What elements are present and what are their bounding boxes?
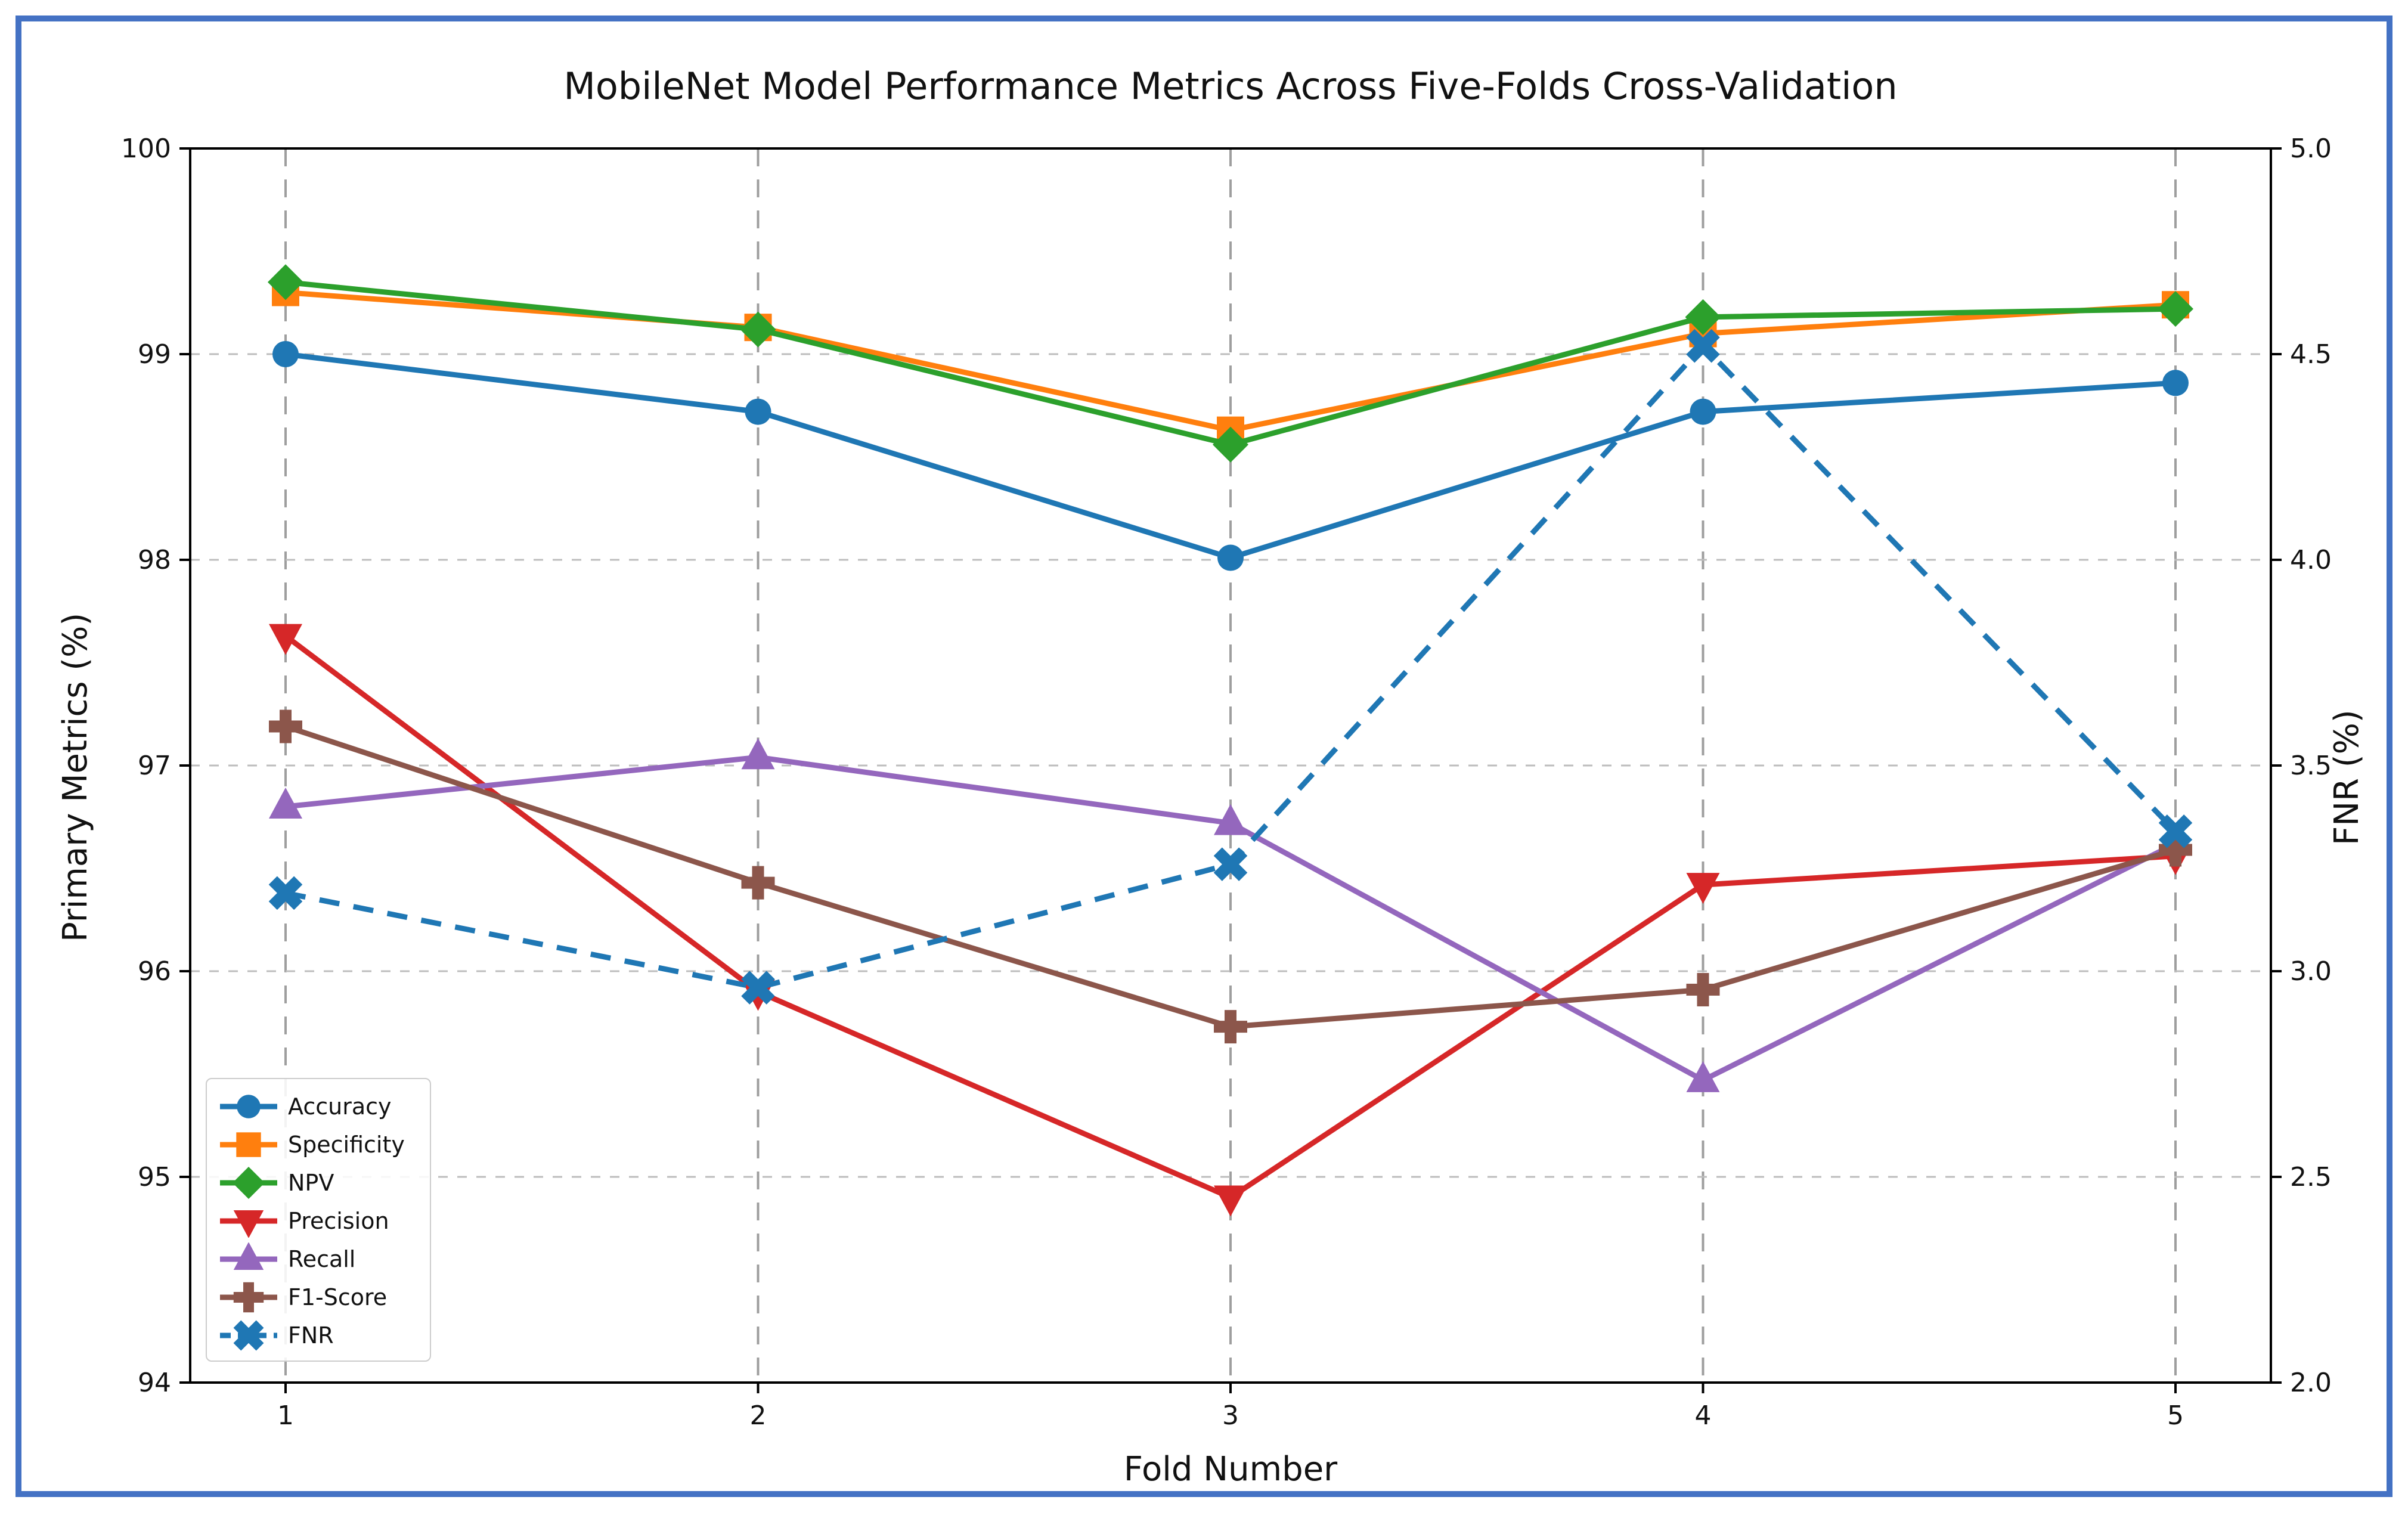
- legend-label: Accuracy: [288, 1093, 392, 1120]
- marker-triangle-down: [1686, 873, 1720, 904]
- marker-square: [236, 1132, 261, 1157]
- marker-diamond: [2158, 291, 2193, 327]
- legend: Accuracy Specificity NPV Precision Recall F1-…: [206, 1078, 431, 1362]
- marker-circle: [745, 398, 771, 425]
- ytick-label-right: 4.5: [2290, 339, 2332, 370]
- ytick-label-left: 97: [138, 751, 171, 781]
- ytick-label-left: 98: [138, 545, 171, 575]
- marker-circle: [272, 341, 299, 367]
- xtick-label: 4: [1695, 1400, 1712, 1431]
- legend-item-recall: Recall: [207, 1240, 430, 1278]
- marker-diamond: [233, 1167, 265, 1199]
- marker-x: [741, 971, 775, 1005]
- marker-diamond: [1213, 426, 1248, 463]
- legend-label: Recall: [288, 1246, 356, 1272]
- marker-triangle-up: [269, 788, 302, 819]
- legend-item-npv: NPV: [207, 1164, 430, 1202]
- plot-canvas: 94 95 96 97 98 99 100 2.0 2.5 3.0 3.5 4.0 4.5 5.0 1 2 3 4…: [121, 134, 2332, 1431]
- legend-item-fnr: FNR: [207, 1316, 430, 1355]
- marker-plus: [1686, 973, 1720, 1007]
- legend-label: FNR: [288, 1322, 334, 1349]
- legend-sample-square: [220, 1132, 277, 1157]
- ytick-label-left: 99: [138, 339, 171, 370]
- marker-circle: [237, 1095, 261, 1118]
- marker-x: [233, 1320, 264, 1351]
- series-f1-score: [269, 709, 2192, 1044]
- legend-item-precision: Precision: [207, 1202, 430, 1240]
- marker-plus: [2159, 833, 2192, 867]
- marker-x: [2158, 814, 2193, 848]
- legend-item-specificity: Specificity: [207, 1126, 430, 1164]
- legend-sample-plus: [220, 1282, 277, 1313]
- legend-label: NPV: [288, 1170, 334, 1196]
- marker-triangle-up: [741, 738, 775, 770]
- marker-triangle-up: [1686, 1061, 1720, 1092]
- xtick-label: 3: [1222, 1400, 1239, 1431]
- xtick-label: 1: [277, 1400, 294, 1431]
- legend-label: Specificity: [288, 1132, 405, 1158]
- marker-x: [1686, 329, 1720, 363]
- ytick-label-left: 96: [138, 956, 171, 987]
- marker-triangle-down: [1214, 1185, 1247, 1217]
- series-recall: [269, 738, 2192, 1092]
- legend-sample-circle: [220, 1095, 277, 1118]
- marker-diamond: [1685, 299, 1721, 335]
- marker-plus: [269, 709, 302, 743]
- ytick-label-left: 94: [138, 1368, 171, 1398]
- series-npv: [268, 264, 2193, 463]
- legend-sample-x: [220, 1320, 277, 1351]
- legend-label: F1-Score: [288, 1284, 388, 1310]
- ytick-label-left: 95: [138, 1162, 171, 1192]
- xtick-label: 2: [750, 1400, 767, 1431]
- figure-frame: MobileNet Model Performance Metrics Acro…: [16, 16, 2392, 1497]
- legend-sample-diamond: [220, 1167, 277, 1199]
- legend-sample-triangle-up: [220, 1242, 277, 1270]
- series-accuracy: [272, 341, 2189, 571]
- marker-plus: [1214, 1010, 1247, 1044]
- ytick-label-right: 4.0: [2290, 545, 2332, 575]
- ytick-label-left: 100: [121, 134, 171, 164]
- marker-diamond: [740, 311, 776, 348]
- marker-plus: [233, 1282, 264, 1313]
- marker-x: [1213, 847, 1248, 881]
- marker-triangle-up: [1214, 804, 1247, 835]
- ytick-label-right: 3.5: [2290, 751, 2332, 781]
- y-axis-label-right: FNR (%): [2328, 709, 2366, 845]
- marker-circle: [1690, 398, 1716, 425]
- marker-circle: [2162, 370, 2189, 396]
- xtick-label: 5: [2167, 1400, 2184, 1431]
- marker-plus: [741, 866, 775, 900]
- legend-sample-triangle-down: [220, 1210, 277, 1238]
- x-axis-label: Fold Number: [1123, 1450, 1338, 1489]
- marker-circle: [1217, 544, 1244, 571]
- legend-item-accuracy: Accuracy: [207, 1087, 430, 1126]
- series-fnr: [268, 329, 2193, 1005]
- y-axis-label-left: Primary Metrics (%): [56, 612, 95, 943]
- ytick-label-right: 2.0: [2290, 1368, 2332, 1398]
- legend-item-f1-score: F1-Score: [207, 1278, 430, 1316]
- ytick-label-right: 3.0: [2290, 956, 2332, 987]
- marker-triangle-down: [233, 1210, 264, 1238]
- marker-triangle-up: [233, 1242, 264, 1270]
- ytick-label-right: 5.0: [2290, 134, 2332, 164]
- marker-triangle-down: [269, 624, 302, 655]
- ytick-label-right: 2.5: [2290, 1162, 2332, 1192]
- legend-label: Precision: [288, 1208, 389, 1234]
- ticks: 94 95 96 97 98 99 100 2.0 2.5 3.0 3.5 4.0 4.5 5.0 1 2 3 4…: [121, 134, 2332, 1431]
- marker-x: [268, 876, 303, 910]
- chart-title: MobileNet Model Performance Metrics Acro…: [563, 64, 1898, 108]
- marker-diamond: [268, 264, 303, 300]
